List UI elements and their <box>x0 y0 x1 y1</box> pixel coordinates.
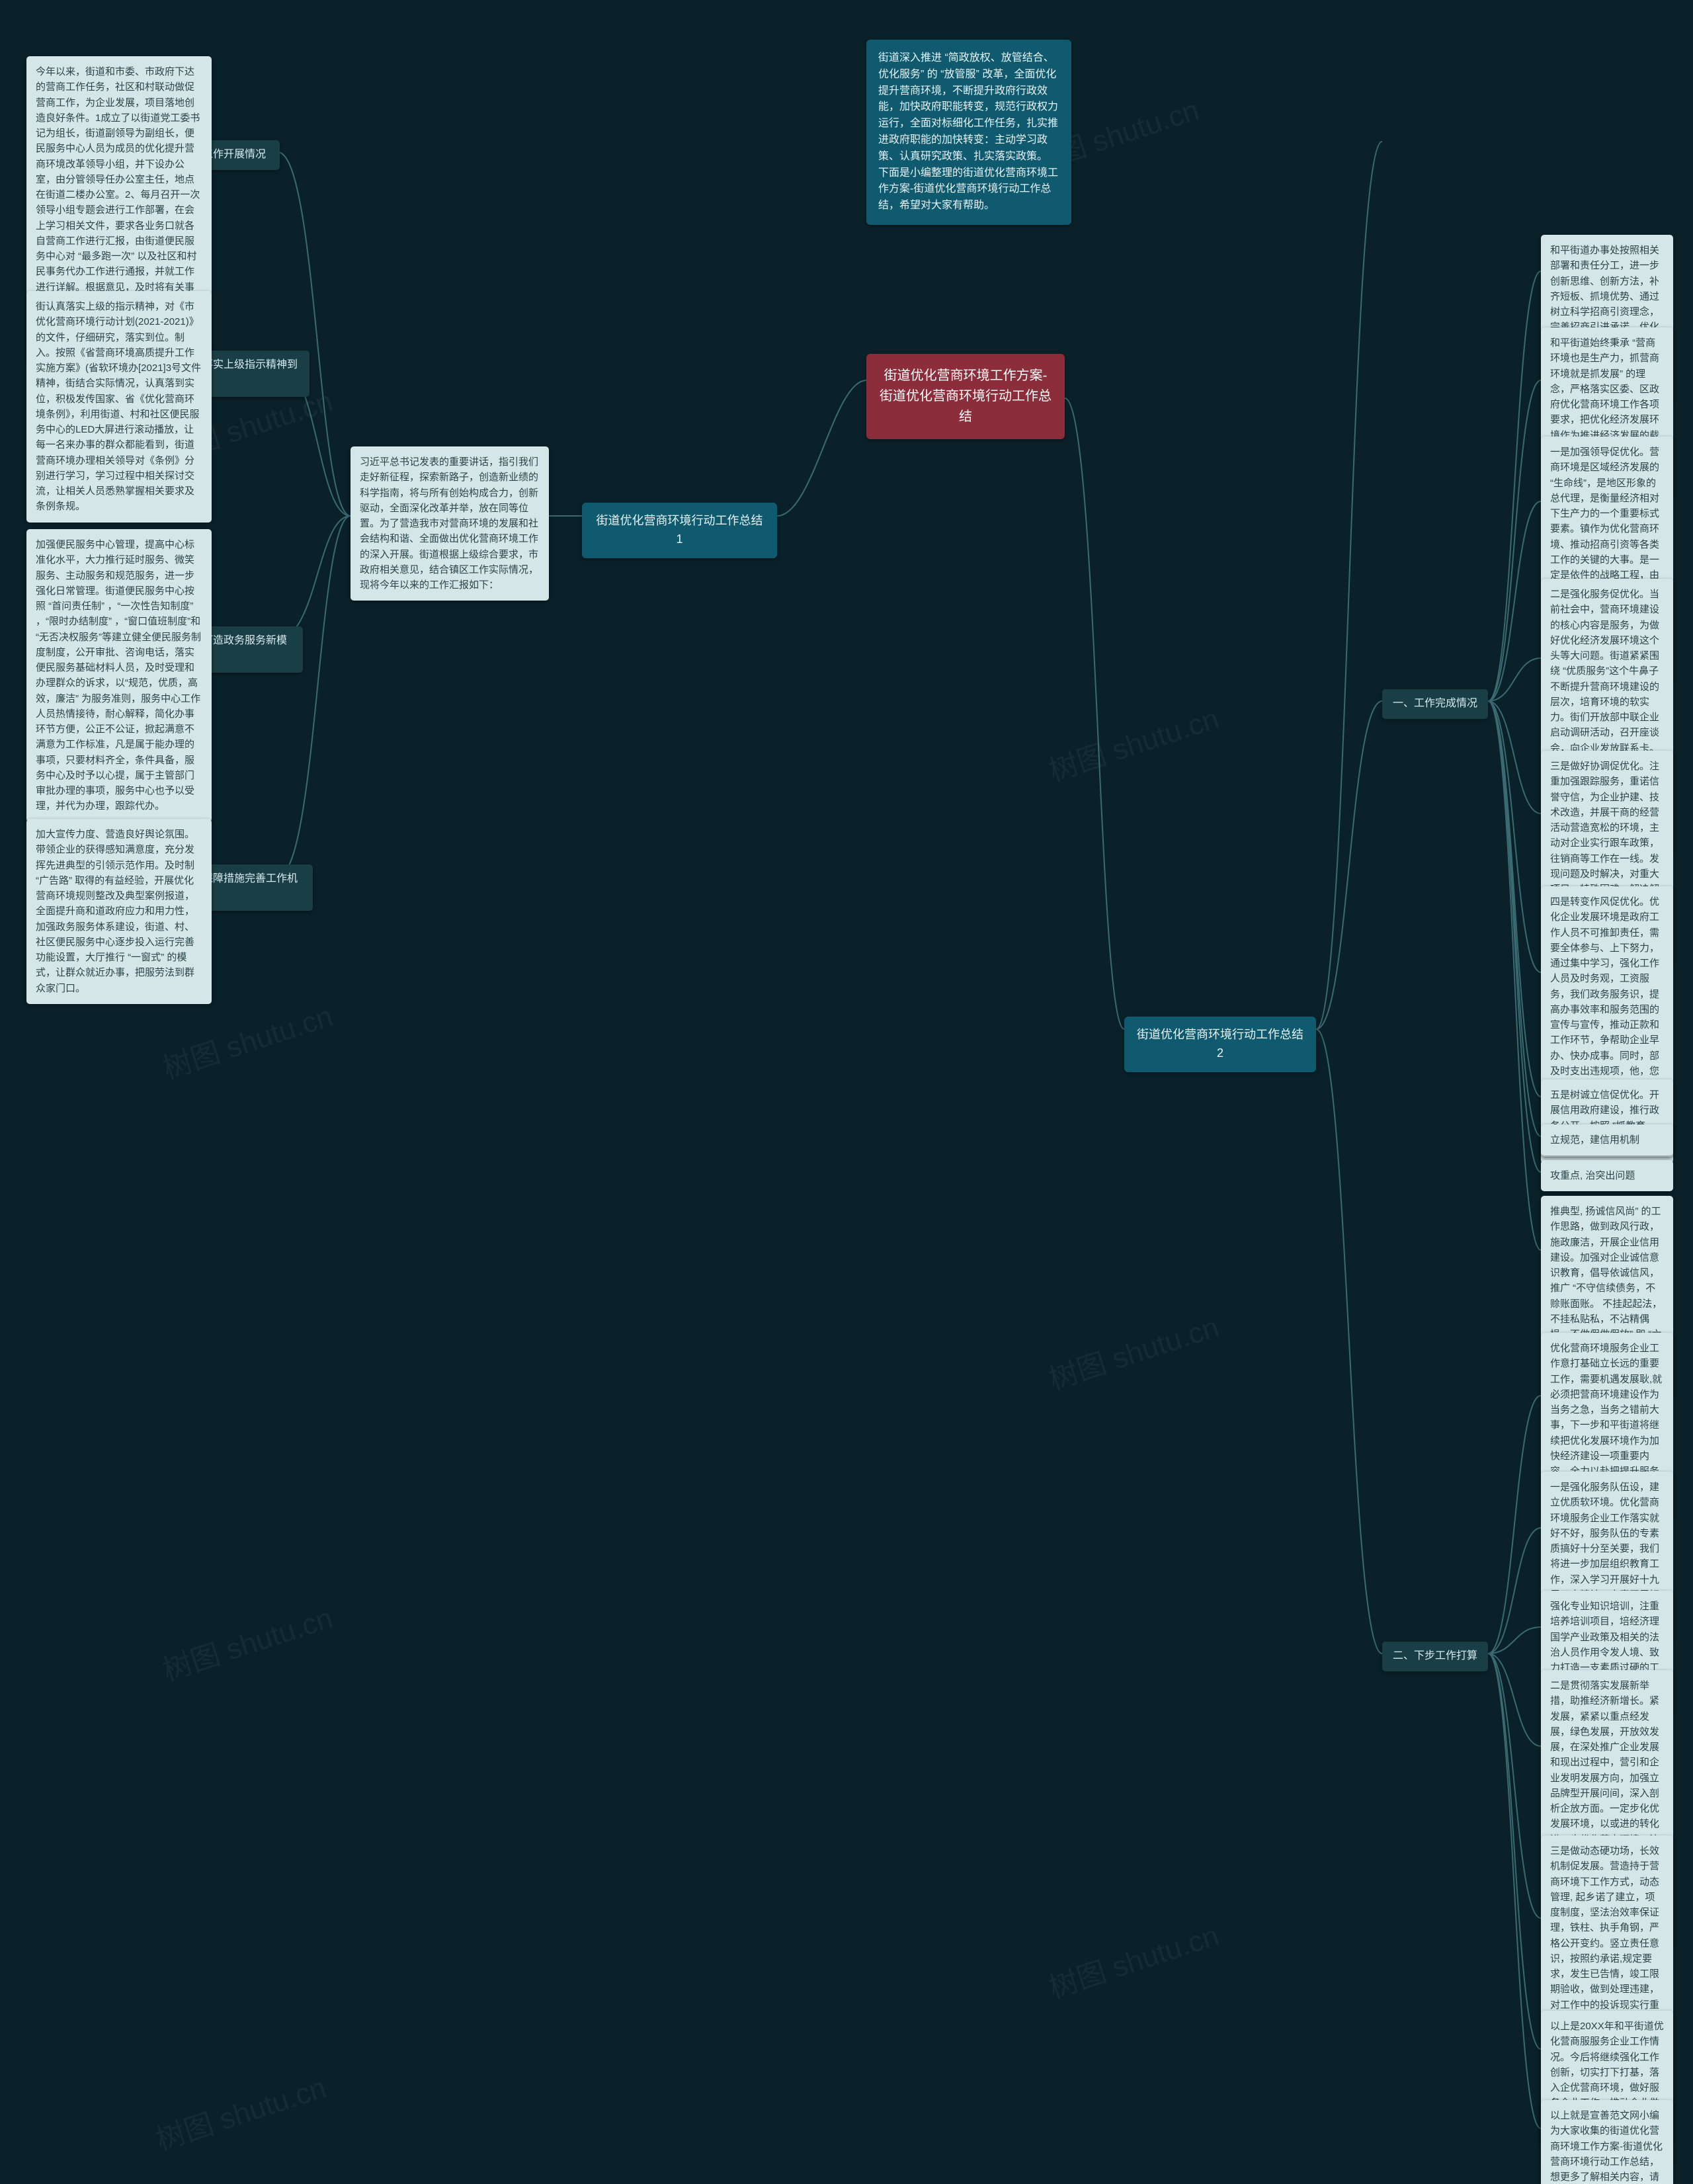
left-intro-text: 习近平总书记发表的重要讲话，指引我们走好新征程，探索新路子，创造新业绩的科学指南… <box>360 456 538 591</box>
right-section-1-label: 一、工作完成情况 <box>1393 698 1477 709</box>
left-hub-title: 街道优化营商环境行动工作总结1 <box>597 514 763 546</box>
right-hub-title: 街道优化营商环境行动工作总结2 <box>1137 1028 1303 1060</box>
left-intro[interactable]: 习近平总书记发表的重要讲话，指引我们走好新征程，探索新路子，创造新业绩的科学指南… <box>351 446 549 601</box>
watermark: 树图 shutu.cn <box>150 2064 331 2158</box>
mindmap-canvas: 树图 shutu.cn 树图 shutu.cn 树图 shutu.cn 树图 s… <box>0 0 1693 2184</box>
right-s2-leaf-6[interactable]: 以上就是宣善范文网小编为大家收集的街道优化营商环境工作方案-街道优化营商环境行动… <box>1541 2100 1673 2184</box>
right-section-2-label: 二、下步工作打算 <box>1393 1650 1477 1661</box>
right-section-2[interactable]: 二、下步工作打算 <box>1382 1642 1488 1671</box>
right-s1-leaf-8[interactable]: 攻重点, 治突出问题 <box>1541 1160 1673 1191</box>
right-section-1[interactable]: 一、工作完成情况 <box>1382 689 1488 719</box>
left-leaf-3[interactable]: 加强便民服务中心管理，提高中心标准化水平，大力推行延时服务、微笑服务、主动服务和… <box>26 529 212 822</box>
left-leaf-2-text: 街认真落实上级的指示精神，对《市优化营商环境行动计划(2021-2021)》的文… <box>36 301 201 512</box>
left-leaf-4-text: 加大宣传力度、营造良好舆论氛围。带领企业的获得感知满意度，充分发挥先进典型的引领… <box>36 829 194 994</box>
left-hub[interactable]: 街道优化营商环境行动工作总结1 <box>582 503 777 558</box>
right-intro-text: 街道深入推进 “简政放权、放管结合、优化服务” 的 “放管服” 改革，全面优化提… <box>878 52 1058 211</box>
watermark: 树图 shutu.cn <box>1043 1911 1223 2006</box>
right-hub[interactable]: 街道优化营商环境行动工作总结2 <box>1124 1017 1316 1072</box>
right-s1-leaf-7-text: 立规范，建信用机制 <box>1550 1134 1639 1146</box>
right-s1-leaf-8-text: 攻重点, 治突出问题 <box>1550 1170 1635 1181</box>
root-title: 街道优化营商环境工作方案-街道优化营商环境行动工作总结 <box>880 368 1052 424</box>
watermark: 树图 shutu.cn <box>1043 1303 1223 1398</box>
left-leaf-3-text: 加强便民服务中心管理，提高中心标准化水平，大力推行延时服务、微笑服务、主动服务和… <box>36 539 201 812</box>
left-leaf-4[interactable]: 加大宣传力度、营造良好舆论氛围。带领企业的获得感知满意度，充分发挥先进典型的引领… <box>26 819 212 1004</box>
watermark: 树图 shutu.cn <box>157 992 337 1087</box>
right-s1-leaf-7[interactable]: 立规范，建信用机制 <box>1541 1124 1673 1155</box>
root-node[interactable]: 街道优化营商环境工作方案-街道优化营商环境行动工作总结 <box>866 354 1065 439</box>
watermark: 树图 shutu.cn <box>1043 694 1223 789</box>
right-s2-leaf-6-text: 以上就是宣善范文网小编为大家收集的街道优化营商环境工作方案-街道优化营商环境行动… <box>1550 2110 1663 2184</box>
watermark: 树图 shutu.cn <box>157 1594 337 1689</box>
left-leaf-2[interactable]: 街认真落实上级的指示精神，对《市优化营商环境行动计划(2021-2021)》的文… <box>26 291 212 523</box>
link-layer <box>0 0 1693 2184</box>
right-intro[interactable]: 街道深入推进 “简政放权、放管结合、优化服务” 的 “放管服” 改革，全面优化提… <box>866 40 1071 225</box>
